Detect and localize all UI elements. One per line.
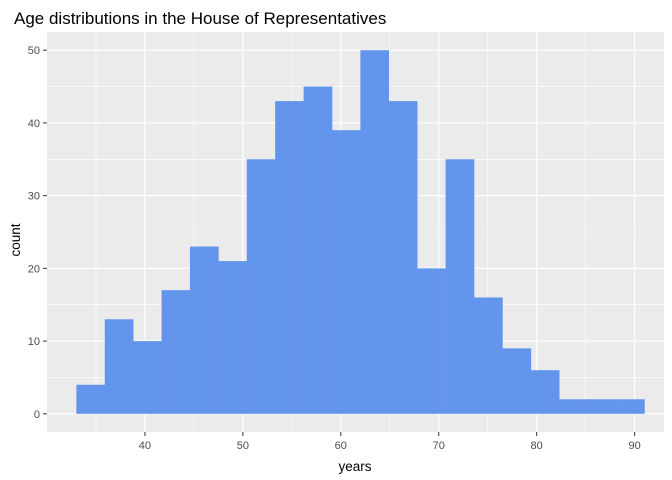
histogram-bar bbox=[331, 130, 361, 414]
x-tick-label: 70 bbox=[433, 440, 445, 452]
histogram-bar bbox=[246, 159, 276, 414]
histogram-bar bbox=[417, 268, 446, 414]
histogram-bars bbox=[76, 50, 645, 414]
histogram-bar bbox=[133, 341, 162, 414]
histogram-bar bbox=[559, 399, 588, 414]
histogram-bar bbox=[445, 159, 475, 414]
histogram-bar bbox=[360, 50, 390, 414]
histogram-bar bbox=[502, 348, 532, 414]
histogram-bar bbox=[189, 246, 219, 414]
y-tick-label: 10 bbox=[28, 336, 40, 348]
histogram-bar bbox=[474, 297, 503, 414]
histogram-bar bbox=[616, 399, 645, 414]
histogram-bar bbox=[218, 261, 248, 414]
histogram-bar bbox=[275, 101, 304, 414]
histogram-bar bbox=[530, 370, 560, 414]
y-tick-label: 20 bbox=[28, 263, 40, 275]
histogram-bar bbox=[161, 290, 191, 414]
x-tick-label: 40 bbox=[139, 440, 151, 452]
y-tick-label: 50 bbox=[28, 45, 40, 57]
chart-title: Age distributions in the House of Repres… bbox=[14, 9, 386, 28]
x-tick-label: 90 bbox=[628, 440, 640, 452]
histogram-bar bbox=[303, 86, 333, 414]
y-tick-label: 30 bbox=[28, 191, 40, 203]
y-axis: 0 10 20 30 40 50 bbox=[28, 45, 47, 421]
y-tick-label: 0 bbox=[34, 409, 40, 421]
histogram-bar bbox=[587, 399, 617, 414]
x-tick-label: 60 bbox=[335, 440, 347, 452]
y-tick-label: 40 bbox=[28, 118, 40, 130]
x-axis: 40 50 60 70 80 90 bbox=[139, 432, 641, 452]
y-axis-title: count bbox=[8, 223, 23, 256]
x-tick-label: 80 bbox=[531, 440, 543, 452]
histogram-bar bbox=[76, 384, 106, 414]
x-axis-title: years bbox=[338, 459, 371, 474]
histogram-bar bbox=[104, 319, 134, 414]
histogram-bar bbox=[388, 101, 418, 414]
x-tick-label: 50 bbox=[237, 440, 249, 452]
